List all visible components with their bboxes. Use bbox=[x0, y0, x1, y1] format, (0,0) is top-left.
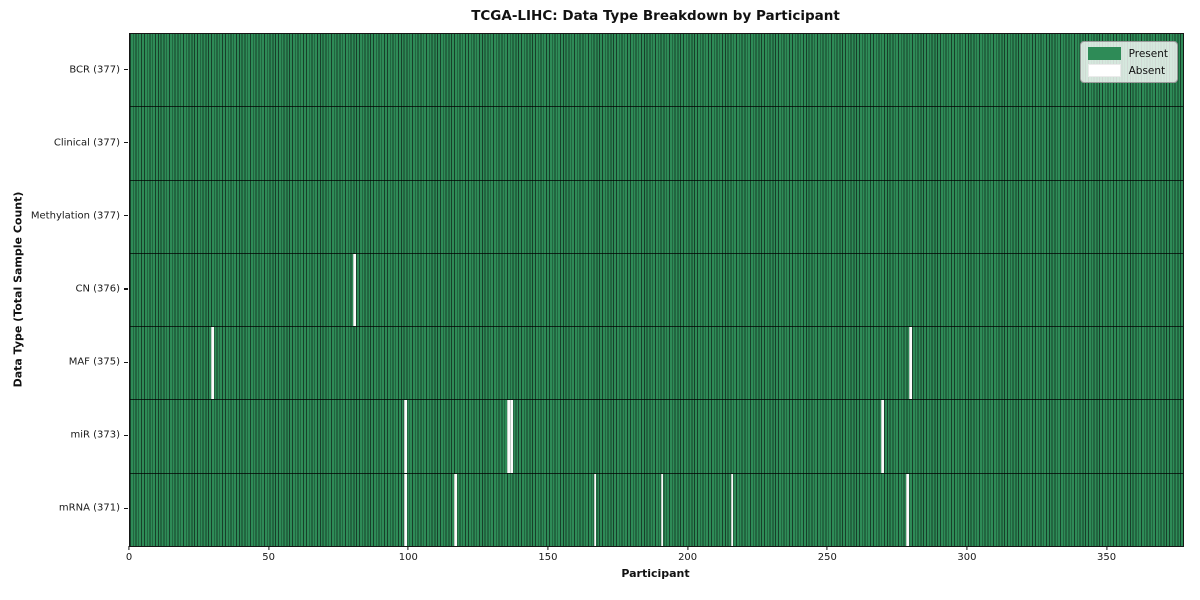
absent-cell-miR-269 bbox=[881, 400, 885, 473]
y-tick-label-Clinical: Clinical (377) bbox=[53, 137, 120, 149]
absent-cell-mRNA-98 bbox=[403, 473, 407, 546]
y-tick-mark bbox=[124, 507, 128, 510]
absent-cell-mRNA-215 bbox=[730, 473, 734, 546]
x-tick-label-200: 200 bbox=[678, 552, 698, 563]
y-tick-mark bbox=[124, 215, 128, 217]
heatmap-row-CN bbox=[130, 253, 1183, 328]
x-tick-mark bbox=[407, 546, 409, 550]
y-tick-mark bbox=[124, 361, 128, 363]
x-tick-mark bbox=[826, 546, 828, 550]
x-tick-mark bbox=[966, 546, 968, 550]
x-tick-label-350: 350 bbox=[1097, 552, 1117, 563]
x-axis: 0 50 100 150 200 250 300 350 bbox=[125, 545, 1182, 567]
absent-cell-CN-80 bbox=[353, 253, 357, 327]
legend: Present Absent bbox=[1079, 41, 1178, 83]
y-tick-label-mRNA: mRNA (371) bbox=[58, 502, 120, 514]
plot-area: Present Absent bbox=[129, 33, 1184, 547]
x-tick-label-0: 0 bbox=[125, 552, 133, 563]
y-tick-label-CN: CN (376) bbox=[75, 283, 120, 295]
x-tick-label-250: 250 bbox=[817, 552, 837, 563]
x-axis-label: Participant bbox=[621, 567, 690, 580]
legend-entry-absent: Absent bbox=[1087, 64, 1168, 77]
x-tick-label-50: 50 bbox=[262, 552, 276, 563]
heatmap-row-Clinical bbox=[130, 107, 1183, 181]
x-tick-mark bbox=[268, 546, 270, 550]
x-tick-label-300: 300 bbox=[957, 552, 977, 563]
present-color-swatch bbox=[1087, 47, 1121, 60]
legend-label-absent: Absent bbox=[1128, 64, 1166, 77]
x-tick-mark bbox=[1105, 546, 1108, 550]
y-tick-label-BCR: BCR (377) bbox=[69, 64, 120, 76]
absent-color-swatch bbox=[1087, 64, 1121, 77]
heatmap-row-miR bbox=[130, 400, 1183, 474]
x-tick-label-150: 150 bbox=[538, 552, 558, 563]
x-tick-mark bbox=[547, 546, 549, 550]
y-tick-label-Methylation: Methylation (377) bbox=[30, 210, 120, 222]
heatmap-rows bbox=[130, 34, 1183, 546]
y-tick-label-miR: miR (373) bbox=[70, 429, 120, 441]
y-axis: BCR (377) Clinical (377) Methylation (377)… bbox=[0, 33, 129, 545]
absent-cell-MAF-29 bbox=[211, 327, 214, 400]
absent-cell-mRNA-278 bbox=[906, 473, 910, 546]
x-tick-mark bbox=[687, 546, 689, 550]
x-tick-mark bbox=[128, 546, 130, 550]
absent-cell-mRNA-190 bbox=[660, 473, 664, 546]
heatmap-row-BCR bbox=[130, 34, 1183, 108]
absent-cell-MAF-279 bbox=[909, 327, 913, 400]
y-tick-mark bbox=[124, 288, 128, 290]
heatmap-row-mRNA bbox=[130, 473, 1183, 546]
absent-cell-miR-98 bbox=[403, 400, 407, 473]
y-tick-mark bbox=[124, 434, 128, 436]
chart-title: TCGA-LIHC: Data Type Breakdown by Partic… bbox=[471, 8, 840, 24]
legend-label-present: Present bbox=[1128, 47, 1168, 60]
heatmap-row-MAF bbox=[130, 327, 1183, 401]
y-tick-label-MAF: MAF (375) bbox=[68, 356, 120, 368]
absent-cell-miR-136 bbox=[509, 400, 513, 473]
absent-cell-miR-135 bbox=[507, 400, 510, 473]
heatmap-row-Methylation bbox=[130, 180, 1183, 254]
absent-cell-mRNA-166 bbox=[593, 473, 597, 546]
absent-cell-mRNA-116 bbox=[454, 473, 457, 546]
legend-entry-present: Present bbox=[1087, 47, 1168, 60]
y-tick-mark bbox=[124, 68, 128, 71]
x-tick-label-100: 100 bbox=[398, 552, 418, 563]
y-tick-mark bbox=[124, 142, 128, 144]
